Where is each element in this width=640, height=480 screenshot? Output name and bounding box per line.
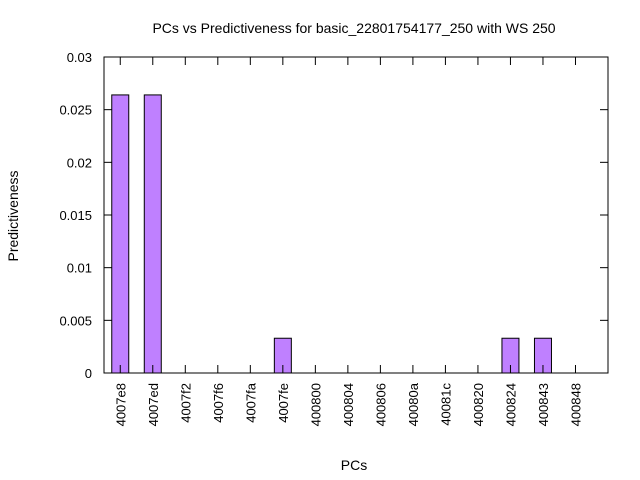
y-tick-label: 0.03 [67, 50, 92, 65]
x-tick-label: 400804 [341, 383, 356, 426]
y-tick-label: 0.005 [59, 313, 92, 328]
x-tick-label: 400806 [373, 383, 388, 426]
x-tick-label: 4007fa [243, 382, 258, 423]
x-tick-label: 4007e8 [113, 383, 128, 426]
x-tick-label: 400820 [471, 383, 486, 426]
x-tick-label: 4007fe [276, 383, 291, 423]
y-tick-label: 0.02 [67, 155, 92, 170]
x-tick-label: 400800 [308, 383, 323, 426]
bars-group [111, 94, 552, 374]
y-ticks-group: 0 0.005 0.01 0.015 0.02 0.025 0.03 [59, 50, 608, 381]
bar-4007ed [143, 94, 162, 374]
x-tick-label: 400848 [568, 383, 583, 426]
y-tick-label: 0.025 [59, 103, 92, 118]
x-ticks-group: 4007e8 4007ed 4007f2 4007f6 4007fa 4007fe 4008… [113, 57, 583, 426]
x-tick-label: 4007ed [146, 383, 161, 426]
y-axis-label: Predictiveness [5, 170, 21, 261]
y-tick-label: 0.015 [59, 208, 92, 223]
y-tick-label: 0 [85, 366, 92, 381]
chart-title: PCs vs Predictiveness for basic_22801754… [152, 20, 555, 36]
plot-frame [103, 56, 609, 374]
x-tick-label: 40080a [406, 382, 421, 426]
x-tick-label: 400843 [536, 383, 551, 426]
x-tick-label: 4007f2 [178, 383, 193, 423]
x-tick-label: 400824 [503, 383, 518, 426]
bar-4007e8 [111, 94, 130, 374]
x-tick-label: 4007f6 [211, 383, 226, 423]
x-tick-label: 40081c [438, 383, 453, 426]
y-tick-label: 0.01 [67, 261, 92, 276]
x-axis-label: PCs [341, 457, 367, 473]
